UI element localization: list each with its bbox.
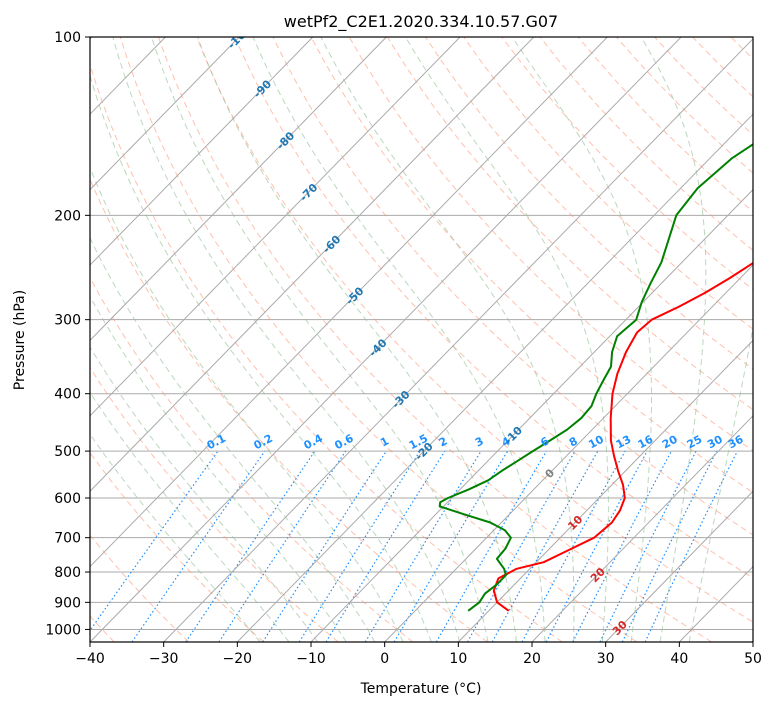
mixing-ratio-line bbox=[185, 450, 316, 642]
moist-adiabat-line bbox=[90, 346, 319, 642]
y-tick-label: 1000 bbox=[45, 622, 81, 638]
y-tick-label: 300 bbox=[54, 313, 81, 329]
dry-adiabat-line bbox=[196, 37, 753, 623]
isotherm-line bbox=[90, 37, 682, 642]
moist-adiabat-line bbox=[112, 37, 461, 642]
y-tick-label: 200 bbox=[54, 208, 81, 224]
mixing-ratio-line bbox=[218, 450, 347, 642]
x-tick-label: −40 bbox=[75, 651, 105, 667]
dry-adiabat-line bbox=[90, 451, 264, 642]
x-tick-label: 40 bbox=[670, 651, 688, 667]
isotherm-line bbox=[90, 37, 608, 568]
x-axis-ticks: −40 −30 −20 −10 0 10 20 30 40 50 bbox=[75, 642, 762, 667]
mixing-ratio-label: 20 bbox=[660, 433, 680, 452]
x-tick-label: −10 bbox=[296, 651, 326, 667]
moist-adiabat-line bbox=[405, 37, 609, 642]
isotherm-line bbox=[457, 339, 753, 642]
isotherm-line bbox=[90, 37, 387, 342]
isotherm-line bbox=[90, 37, 240, 191]
isotherm-line bbox=[236, 113, 753, 642]
dry-adiabat-line bbox=[234, 37, 753, 579]
mixing-ratio-label: 16 bbox=[636, 433, 656, 452]
mixing-ratio-label: 25 bbox=[685, 433, 705, 452]
y-tick-label: 900 bbox=[54, 595, 81, 611]
dry-adiabat-line bbox=[90, 63, 563, 642]
moist-adiabat-line bbox=[640, 37, 707, 642]
isotherm-line bbox=[531, 415, 753, 642]
moist-adiabat-line bbox=[90, 236, 376, 642]
moist-adiabat-line bbox=[511, 37, 652, 642]
x-tick-label: 30 bbox=[597, 651, 615, 667]
x-tick-label: 20 bbox=[523, 651, 541, 667]
isotherm-line bbox=[90, 37, 314, 266]
x-tick-label: 10 bbox=[449, 651, 467, 667]
dry-adiabat-line bbox=[425, 37, 753, 370]
isotherm-line bbox=[384, 264, 753, 642]
moist-adiabat-line bbox=[90, 391, 290, 642]
mixing-ratio-label: 36 bbox=[726, 433, 746, 452]
x-tick-label: −30 bbox=[149, 651, 179, 667]
dry-adiabat-line bbox=[310, 37, 753, 494]
moist-adiabat-line bbox=[90, 295, 347, 642]
moist-adiabat-line bbox=[90, 74, 432, 642]
moist-adiabat-line bbox=[90, 433, 261, 642]
mixing-ratio-line bbox=[262, 450, 387, 642]
dry-adiabat-line bbox=[119, 37, 638, 642]
mixing-ratio-line bbox=[521, 450, 626, 642]
plot-frame bbox=[89, 36, 754, 643]
chart-title: wetPf2_C2E1.2020.334.10.57.G07 bbox=[284, 12, 558, 32]
mixing-ratio-line bbox=[298, 450, 421, 642]
profile-series bbox=[438, 143, 753, 612]
dry-adiabat-line bbox=[90, 366, 339, 642]
x-tick-label: 0 bbox=[380, 651, 389, 667]
x-axis-label: Temperature (°C) bbox=[360, 681, 482, 697]
isotherm-line bbox=[163, 38, 753, 642]
x-tick-label: −20 bbox=[223, 651, 253, 667]
mixing-ratio-line bbox=[131, 450, 266, 642]
dry-adiabat-line bbox=[386, 37, 753, 411]
mixing-ratio-label: 30 bbox=[705, 433, 725, 452]
mixing-ratio-line bbox=[466, 450, 576, 642]
moist-adiabat-line bbox=[151, 37, 489, 642]
dewpoint-profile-line bbox=[438, 143, 753, 612]
dry-adiabat-line bbox=[348, 37, 753, 452]
mixing-ratio-line bbox=[621, 450, 718, 642]
isotherms bbox=[90, 37, 753, 642]
temperature-profile-line bbox=[492, 261, 753, 612]
moist-adiabat-line bbox=[320, 37, 575, 642]
moist-adiabat-line bbox=[688, 323, 753, 642]
dry-adiabat-line bbox=[90, 178, 488, 642]
moist-adiabats bbox=[90, 37, 753, 642]
y-tick-label: 100 bbox=[54, 30, 81, 46]
y-axis-label: Pressure (hPa) bbox=[12, 290, 28, 390]
isotherm-line bbox=[605, 490, 753, 642]
moist-adiabat-line bbox=[90, 166, 404, 642]
moist-adiabat-line bbox=[197, 37, 517, 642]
y-tick-label: 700 bbox=[54, 531, 81, 547]
y-tick-label: 600 bbox=[54, 491, 81, 507]
mixing-ratio-label: 13 bbox=[614, 433, 634, 452]
y-tick-label: 800 bbox=[54, 565, 81, 581]
y-tick-label: 400 bbox=[54, 387, 81, 403]
y-axis-ticks: 100 200 300 400 500 600 700 800 900 1000 bbox=[45, 30, 90, 638]
x-tick-label: 50 bbox=[744, 651, 762, 667]
mixing-ratio-label: 10 bbox=[586, 433, 606, 452]
mixing-ratio-line bbox=[90, 450, 219, 632]
isotherm-line bbox=[310, 188, 753, 642]
isotherm-line bbox=[90, 37, 461, 417]
y-tick-label: 500 bbox=[54, 444, 81, 460]
mixing-ratio-line bbox=[599, 450, 697, 642]
moist-adiabat-line bbox=[252, 37, 546, 642]
isotherm-line bbox=[90, 37, 535, 492]
